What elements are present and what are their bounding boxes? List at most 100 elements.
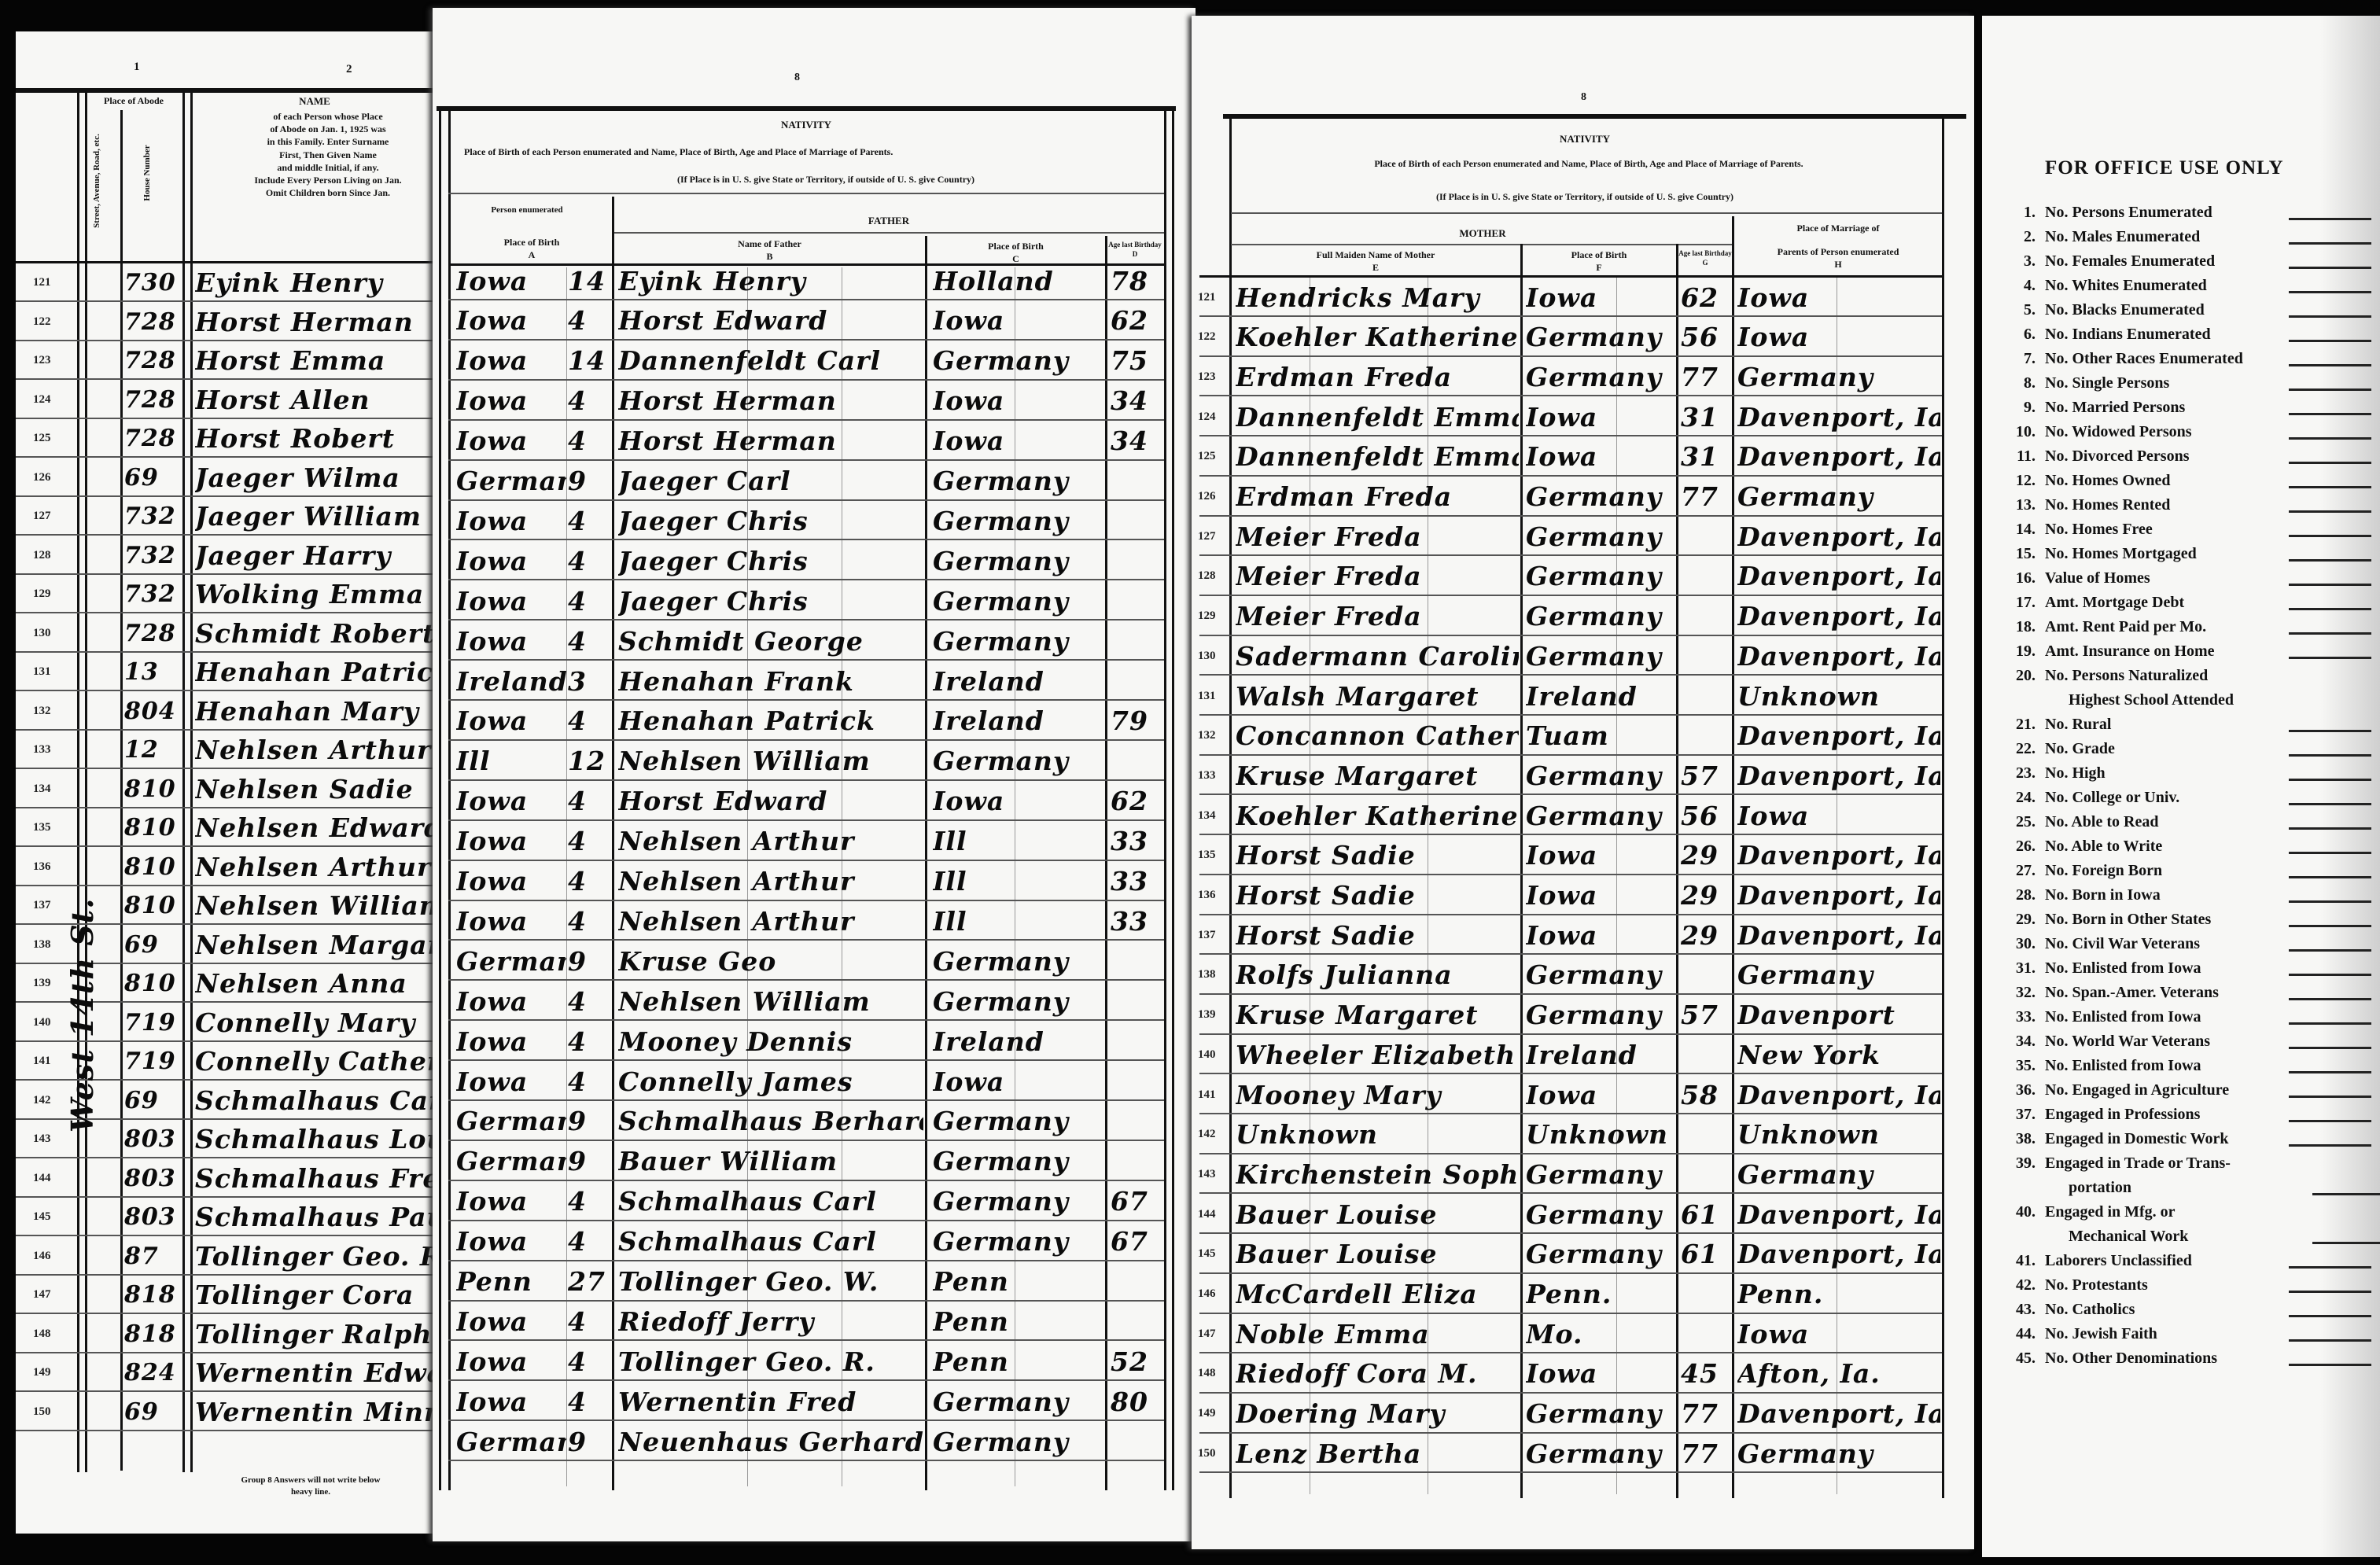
office-item-blank-field[interactable] [2289, 207, 2371, 220]
office-item-blank-field[interactable] [2289, 1328, 2371, 1342]
birthplace-code: 9 [568, 466, 587, 496]
mother-age: 45 [1681, 1358, 1719, 1390]
office-item-blank-field[interactable] [2289, 816, 2371, 830]
office-item-blank-field[interactable] [2289, 646, 2371, 659]
office-item: 37. Engaged in Professions [1990, 1103, 2371, 1127]
office-item: 4. No. Whites Enumerated [1990, 274, 2371, 298]
office-item-blank-field[interactable] [2289, 524, 2371, 537]
office-item-blank-field[interactable] [2289, 597, 2371, 610]
person-birthplace: Iowa [456, 1305, 529, 1337]
house-number: 13 [124, 658, 159, 686]
office-item-blank-field[interactable] [2289, 280, 2371, 293]
mother-birthplace: Germany [1526, 959, 1663, 991]
office-item-blank-field[interactable] [2289, 1036, 2371, 1049]
father-age: 34 [1111, 425, 1148, 457]
office-item-blank-field[interactable] [2289, 231, 2371, 245]
office-item: 10. No. Widowed Persons [1990, 420, 2371, 444]
row-divider [448, 1460, 1164, 1462]
office-item-blank-field[interactable] [2289, 573, 2371, 586]
row-divider [448, 1179, 1164, 1181]
office-item-number: 16. [2016, 569, 2036, 587]
office-item-blank-field[interactable] [2289, 402, 2371, 415]
office-item-blank-field[interactable] [2289, 889, 2371, 903]
office-item-blank-field[interactable] [2289, 938, 2371, 952]
line-number: 146 [33, 1249, 51, 1262]
father-birthplace: Ireland [933, 705, 1044, 737]
line-number: 142 [33, 1093, 51, 1107]
father-birthplace: Germany [933, 746, 1070, 777]
office-item-blank-field[interactable] [2289, 1060, 2371, 1073]
row-divider [448, 779, 1164, 781]
line-number: 124 [1198, 410, 1216, 423]
office-item-blank-field[interactable] [2312, 1182, 2380, 1195]
row-divider [448, 979, 1164, 981]
office-item-number: 33. [2016, 1008, 2036, 1026]
office-item: 1. No. Persons Enumerated [1990, 201, 2371, 225]
office-item-blank-field[interactable] [2289, 1353, 2371, 1366]
office-item-blank-field[interactable] [2289, 987, 2371, 1000]
office-item-blank-field[interactable] [2289, 1304, 2371, 1317]
father-age [1111, 621, 1162, 661]
office-item-label: No. Born in Other States [2045, 911, 2212, 928]
table-row: 137 Horst Sadie Iowa 29 Davenport, Ia [1192, 915, 1974, 956]
father-birthplace: Ireland [933, 1026, 1044, 1057]
parents-marriage-place: Davenport, Ia [1737, 640, 1940, 672]
office-item-blank-field[interactable] [2312, 1231, 2380, 1244]
person-birthplace: Iowa [456, 305, 529, 337]
father-age [1111, 462, 1162, 501]
row-divider [16, 884, 440, 886]
parents-marriage-place: Davenport, Ia [1737, 401, 1940, 433]
office-item-blank-field[interactable] [2289, 1133, 2371, 1147]
mother-birthplace: Iowa [1526, 1079, 1598, 1110]
street-name-handwritten: West 14th St. [64, 897, 100, 1132]
office-item-number: 18. [2016, 618, 2036, 635]
office-item-blank-field[interactable] [2289, 914, 2371, 927]
office-item-blank-field[interactable] [2289, 475, 2371, 488]
office-item-blank-field[interactable] [2289, 256, 2371, 269]
mother-birthplace: Iowa [1526, 840, 1598, 871]
office-item-blank-field[interactable] [2289, 451, 2371, 464]
office-item-label: No. Engaged in Agriculture [2045, 1081, 2230, 1099]
line-number: 123 [33, 354, 51, 366]
office-item-blank-field[interactable] [2289, 768, 2371, 781]
office-item-blank-field[interactable] [2289, 377, 2371, 391]
office-item-blank-field[interactable] [2289, 1011, 2371, 1025]
office-item: 27. No. Foreign Born [1990, 859, 2371, 883]
office-item-label: No. Blacks Enumerated [2045, 301, 2205, 319]
line-number: 137 [1198, 928, 1216, 941]
office-item-blank-field[interactable] [2289, 792, 2371, 805]
office-item-blank-field[interactable] [2289, 621, 2371, 635]
mother-name: Sadermann Caroline [1236, 640, 1519, 672]
office-item-blank-field[interactable] [2289, 1084, 2371, 1098]
office-item-blank-field[interactable] [2289, 963, 2371, 976]
office-item-blank-field[interactable] [2289, 426, 2371, 440]
office-item-number: 26. [2016, 838, 2036, 855]
office-item-blank-field[interactable] [2289, 841, 2371, 854]
father-age: 62 [1111, 305, 1148, 337]
line-number: 135 [1198, 849, 1216, 862]
person-name: Horst Allen [195, 384, 370, 415]
parents-marriage-place: Davenport, Ia [1737, 441, 1940, 473]
mother-name: Horst Sadie [1236, 919, 1416, 951]
father-age [1111, 1102, 1162, 1141]
father-age [1111, 1422, 1162, 1461]
office-item-blank-field[interactable] [2289, 499, 2371, 513]
nativity-instruction-2: (If Place is in U. S. give State or Terr… [1435, 191, 1734, 202]
office-item-blank-field[interactable] [2289, 865, 2371, 878]
col-b-header: Name of Father B [738, 238, 801, 263]
office-item-blank-field[interactable] [2289, 719, 2371, 732]
nativity-instruction: Place of Birth of each Person enumerated… [464, 146, 893, 157]
office-item-blank-field[interactable] [2289, 329, 2371, 342]
mother-age [1681, 1035, 1731, 1074]
office-item-blank-field[interactable] [2289, 1255, 2371, 1269]
row-divider [16, 650, 440, 653]
office-item-blank-field[interactable] [2289, 1280, 2371, 1293]
office-item-blank-field[interactable] [2289, 353, 2371, 366]
office-item-blank-field[interactable] [2289, 548, 2371, 562]
office-item-blank-field[interactable] [2289, 743, 2371, 757]
office-item-blank-field[interactable] [2289, 304, 2371, 318]
table-row: Iowa 4 Wernentin Fred Germany 80 [433, 1382, 1196, 1422]
office-item-blank-field[interactable] [2289, 1109, 2371, 1122]
birthplace-code: 4 [568, 786, 587, 817]
office-item: 24. No. College or Univ. [1990, 786, 2371, 810]
